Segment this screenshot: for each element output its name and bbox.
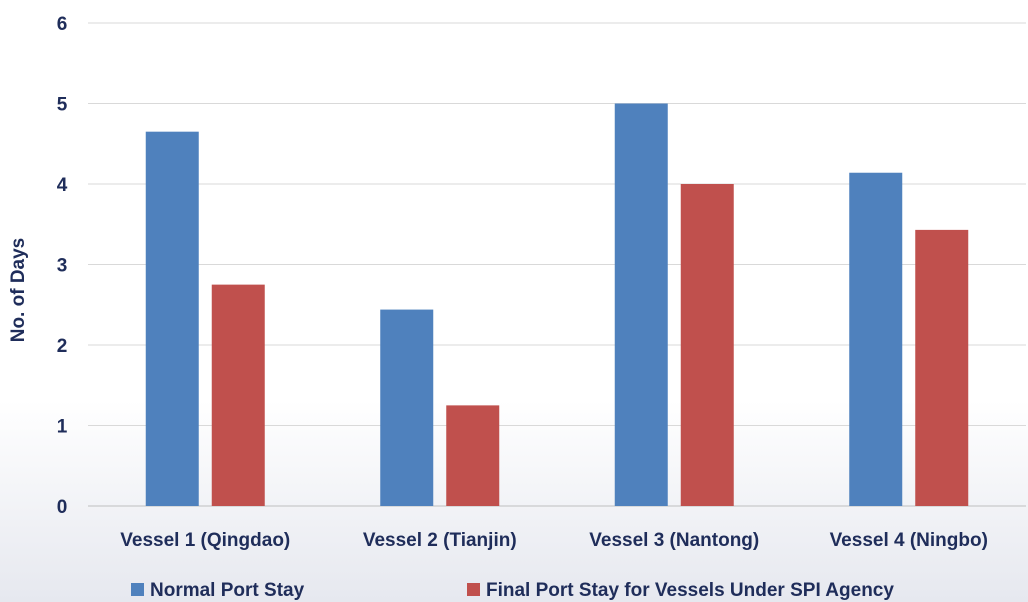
y-tick-label: 1 [57, 417, 68, 438]
bar-final-3 [680, 184, 734, 506]
x-tick-label: Vessel 2 (Tianjin) [363, 530, 517, 551]
y-tick-label: 5 [57, 95, 68, 116]
x-tick-label: Vessel 3 (Nantong) [589, 530, 759, 551]
y-tick-label: 2 [57, 336, 68, 357]
bar-normal-2 [380, 309, 434, 506]
legend: Normal Port Stay Final Port Stay for Vess… [131, 580, 894, 601]
y-tick-label: 0 [57, 497, 68, 518]
y-tick-label: 6 [57, 14, 68, 35]
x-tick-label: Vessel 4 (Ningbo) [830, 530, 988, 551]
bar-normal-4 [849, 172, 903, 507]
y-axis-tick-labels: 0 1 2 3 4 5 6 [57, 14, 68, 518]
bar-final-4 [915, 229, 969, 506]
legend-swatch [131, 583, 144, 596]
y-tick-label: 4 [57, 175, 68, 196]
legend-swatch [467, 583, 480, 596]
bar-final-1 [211, 284, 265, 506]
bar-normal-1 [145, 131, 199, 507]
x-axis-tick-labels: Vessel 1 (Qingdao) Vessel 2 (Tianjin) Vess… [120, 530, 988, 551]
x-tick-label: Vessel 1 (Qingdao) [120, 530, 290, 551]
legend-label: Normal Port Stay [150, 580, 305, 601]
y-axis-title: No. of Days [8, 238, 29, 343]
bar-normal-3 [614, 103, 668, 506]
bars [145, 103, 969, 507]
bar-final-2 [446, 405, 500, 506]
y-tick-label: 3 [57, 256, 68, 277]
legend-label: Final Port Stay for Vessels Under SPI Ag… [486, 580, 894, 601]
